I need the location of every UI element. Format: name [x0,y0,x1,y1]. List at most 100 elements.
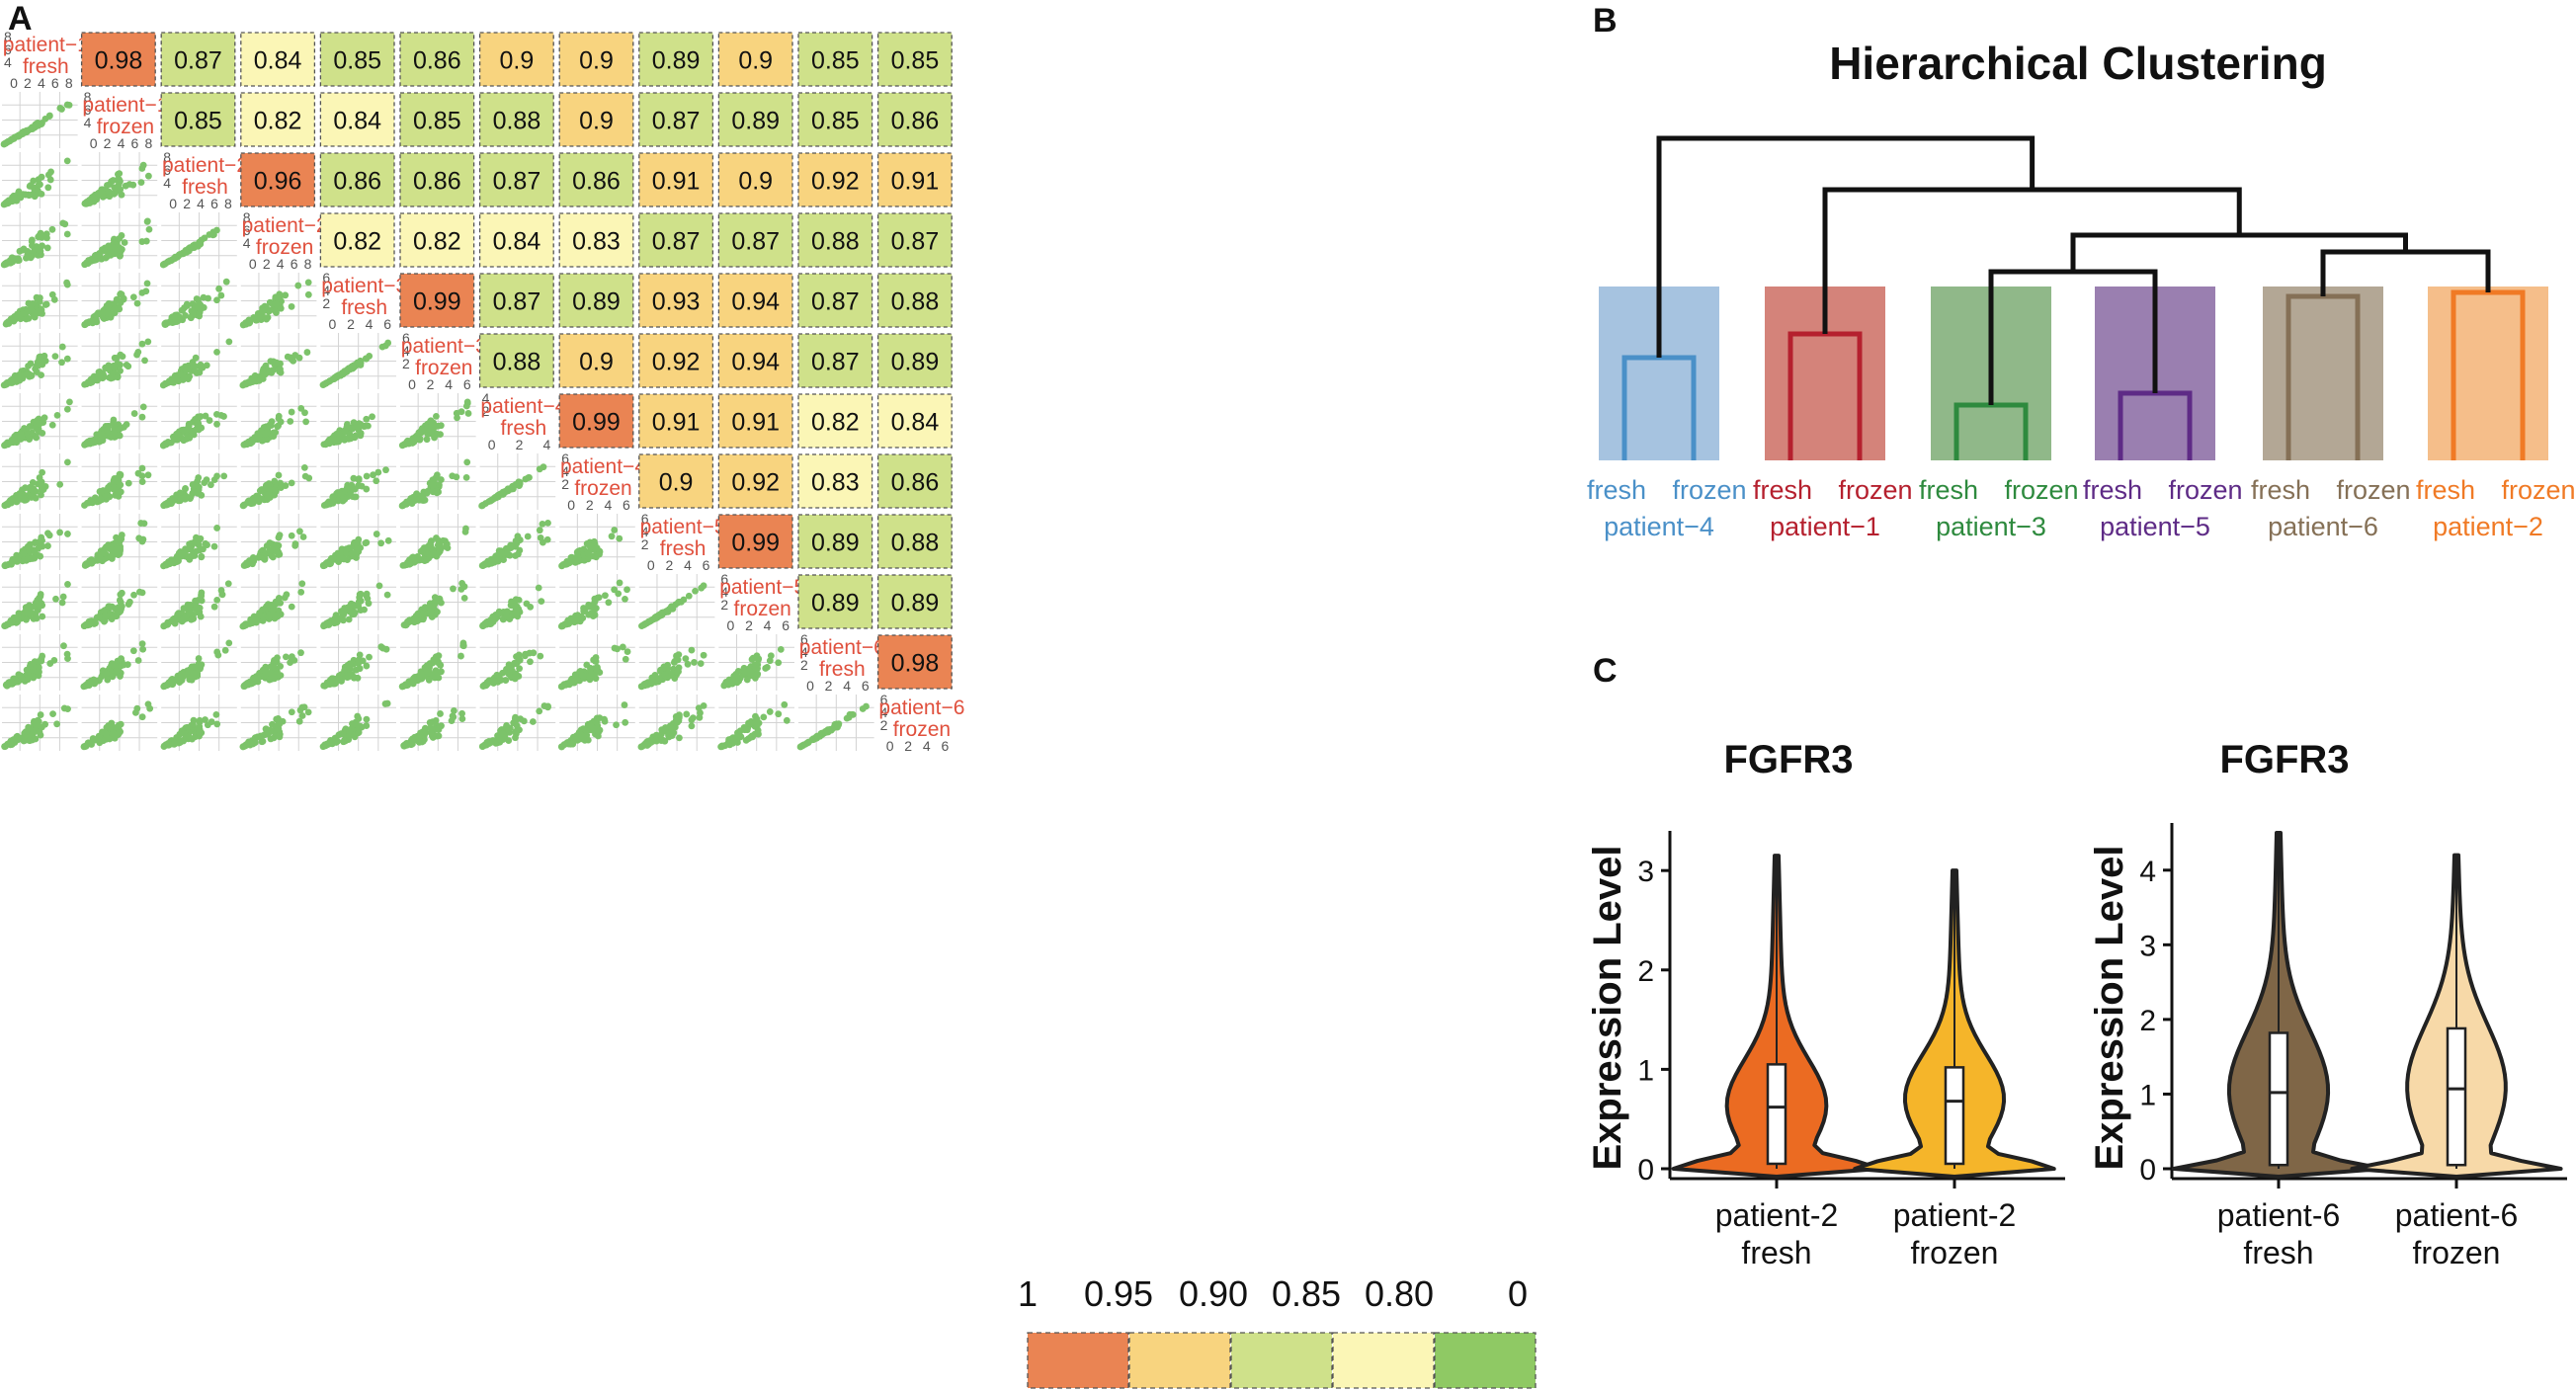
scatter-point [210,603,218,611]
corr-cell [478,32,554,87]
violin-ylabel-1: Expression Level [1586,845,1629,1170]
leaf-fresh: fresh [2083,475,2142,505]
scatter-point [7,135,15,143]
diag-tick-y: 2 [800,657,808,673]
cluster-patient: patient−1 [1770,512,1880,541]
scatter-point [42,720,48,728]
scatter-point [182,485,189,493]
scatter-point [754,670,762,678]
diag-tick-y: 4 [243,235,251,251]
scatter-point [268,546,276,553]
scatter-point [345,615,353,623]
scatter-point [504,549,511,557]
scatter-point [212,710,220,718]
diag-tick-y: 8 [163,149,171,165]
scatter-point [139,403,147,411]
scatter-point [131,709,139,716]
diag-tick-x: 4 [542,437,550,452]
scatter-point [25,363,32,369]
scatter-point [117,481,125,489]
scatter-point [358,422,366,429]
scatter-point [462,473,470,481]
scatter-point [422,728,430,736]
scatter-point [530,649,538,657]
corr-cell [876,273,953,328]
scatter-point [199,364,207,371]
scatter-cell [319,514,396,570]
scatter-point [129,293,137,301]
scatter-point [536,527,543,534]
legend-swatch [1128,1332,1231,1389]
scatter-point [138,288,146,296]
scatter-point [87,556,95,564]
scatter-point [92,251,100,259]
scatter-point [417,670,425,678]
scatter-cell [2,273,78,329]
scatter-point [225,639,233,647]
y-tick-label: 4 [2139,856,2156,888]
scatter-point [536,465,543,473]
scatter-point [110,236,118,244]
scatter-point [353,423,361,431]
scatter-point [263,315,271,323]
scatter-point [565,681,573,689]
corr-cell [638,152,714,207]
scatter-point [430,550,438,558]
scatter-point [301,409,308,417]
scatter-point [242,379,250,387]
scatter-cell [240,514,317,570]
scatter-point [623,648,631,655]
scatter-point [354,359,361,367]
corr-cell [319,212,395,268]
scatter-point [266,298,274,306]
diag-tick-y: 8 [84,89,92,105]
scatter-point [654,678,662,686]
scatter-point [457,408,465,416]
corr-value: 0.87 [731,228,780,256]
scatter-cell [1,453,78,510]
corr-value: 0.82 [811,409,860,437]
scatter-point [125,363,132,370]
x-tick-label-2: fresh [2243,1235,2313,1270]
corr-cell [638,333,714,388]
scatter-point [36,727,43,735]
scatter-point [13,375,20,383]
x-tick-label-1: patient-6 [2217,1197,2341,1233]
scatter-point [437,431,444,439]
diag-tick-x: 0 [567,497,575,513]
scatter-point [374,468,382,476]
scatter-point [557,743,565,751]
diag-tick-y: 2 [402,356,410,371]
scatter-point [144,338,152,346]
scatter-point [130,410,138,417]
scatter-point [404,682,411,689]
scatter-point [345,435,353,443]
diag-tick-x: 0 [169,196,177,211]
scatter-point [138,478,146,486]
scatter-point [507,544,515,552]
scatter-cell [159,212,237,269]
corr-cell [80,32,156,87]
scatter-point [140,520,148,528]
scatter-point [138,713,146,721]
scatter-cell [398,393,476,450]
scatter-point [334,429,342,437]
scatter-cell [478,695,556,751]
corr-value: 0.9 [659,469,694,497]
corr-cell [558,393,634,449]
scatter-point [188,244,196,252]
diag-label-patient: patient−4 [480,395,566,418]
scatter-point [275,533,283,541]
scatter-point [138,238,146,245]
scatter-point [24,253,32,261]
scatter-point [323,558,331,566]
scatter-point [222,278,230,286]
scatter-point [329,494,337,501]
scatter-point [239,743,247,751]
scatter-point [113,550,121,557]
corr-cell [638,92,714,147]
scatter-point [616,534,623,542]
diag-tick-x: 2 [516,437,524,452]
corr-value: 0.86 [891,469,940,497]
corr-value: 0.88 [811,228,860,256]
